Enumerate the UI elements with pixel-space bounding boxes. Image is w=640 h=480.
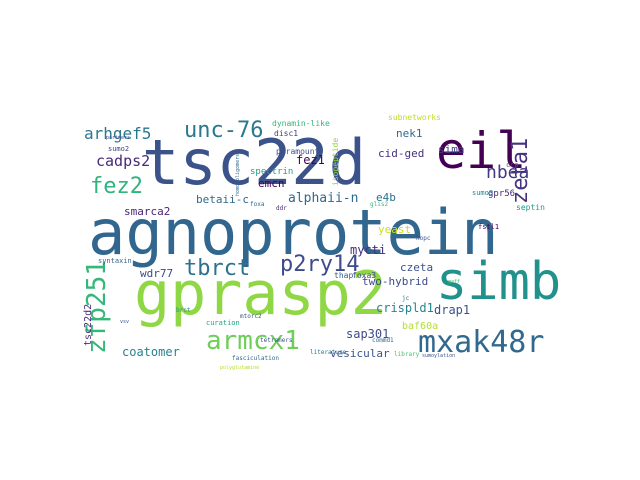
word: agnoprotein [88, 196, 499, 269]
word: gaff [448, 279, 461, 285]
word: cid-ged [378, 147, 425, 160]
word: library [394, 351, 420, 358]
word: nbea [486, 162, 530, 183]
word: sumo3 [472, 189, 494, 197]
word: septin [516, 203, 545, 212]
word: foxa3 [352, 271, 377, 280]
word: czeta [400, 261, 434, 274]
word: mxak48r [418, 325, 545, 360]
word: commd1 [372, 337, 394, 344]
word: coatomer [122, 345, 180, 359]
word: sumo2 [108, 145, 130, 153]
word: drap1 [434, 303, 471, 317]
word: cra [506, 161, 519, 169]
word: sumoylation [422, 353, 456, 359]
word: foxa [250, 201, 265, 208]
word-cloud: agnoprotein gprasp2 tsc22d simb eil mxak… [80, 96, 560, 384]
word: fez2 [90, 174, 143, 199]
word: cadps2 [96, 152, 151, 170]
word: arhgef5 [84, 124, 152, 143]
word: partners [106, 135, 131, 141]
word: thap [334, 271, 354, 280]
word: tbrct [184, 256, 251, 281]
word: tsc22d2 [83, 303, 94, 346]
word: simb [436, 252, 560, 312]
word: two-hybrid [362, 275, 429, 288]
word: homo-oligomers [235, 153, 241, 196]
word: fez1 [296, 153, 325, 167]
word: yeast [378, 223, 412, 236]
word: gprasp2 [134, 259, 387, 329]
word: vesicular [330, 347, 390, 360]
word: polyglutamine [220, 365, 260, 371]
word: nek1 [396, 127, 423, 140]
word: gpr56 [488, 189, 516, 199]
word: ddr [276, 205, 287, 212]
word: mycti [350, 243, 387, 257]
word: crispld1 [376, 301, 434, 315]
word: glis2 [370, 201, 389, 208]
word: dynamin-like [272, 119, 330, 128]
word: sap301 [346, 327, 390, 341]
word: jc [402, 295, 410, 302]
word: subnetworks [388, 113, 441, 122]
word: brct [176, 307, 191, 314]
word: fstl1 [478, 223, 500, 231]
word: sima [438, 143, 465, 156]
word: unc-76 [184, 118, 264, 143]
word: syntaxin [98, 257, 132, 265]
word: smarca2 [124, 205, 171, 218]
word: spectrin [250, 167, 294, 177]
word: wdr77 [140, 267, 174, 280]
word: curation [206, 319, 240, 327]
word: disc1 [274, 129, 299, 138]
word: p2ry14 [280, 252, 360, 277]
word: vsv [120, 319, 130, 325]
word: literature [310, 349, 347, 356]
word: eil [436, 122, 527, 180]
word: mtorc2 [240, 313, 262, 320]
word: armcx1 [206, 326, 300, 356]
word: e4b [376, 191, 396, 204]
word: emcn [258, 177, 285, 190]
word: betaii-c [196, 193, 249, 206]
word: baf60a [402, 321, 439, 332]
word: tsc22d [142, 126, 366, 199]
word: hopc [416, 235, 431, 242]
word: paramount [276, 147, 320, 156]
word: fasciculation [232, 355, 279, 362]
word: alphaii-n [288, 191, 359, 206]
word: isopeptide [331, 137, 340, 186]
word: tetramers [260, 337, 293, 344]
